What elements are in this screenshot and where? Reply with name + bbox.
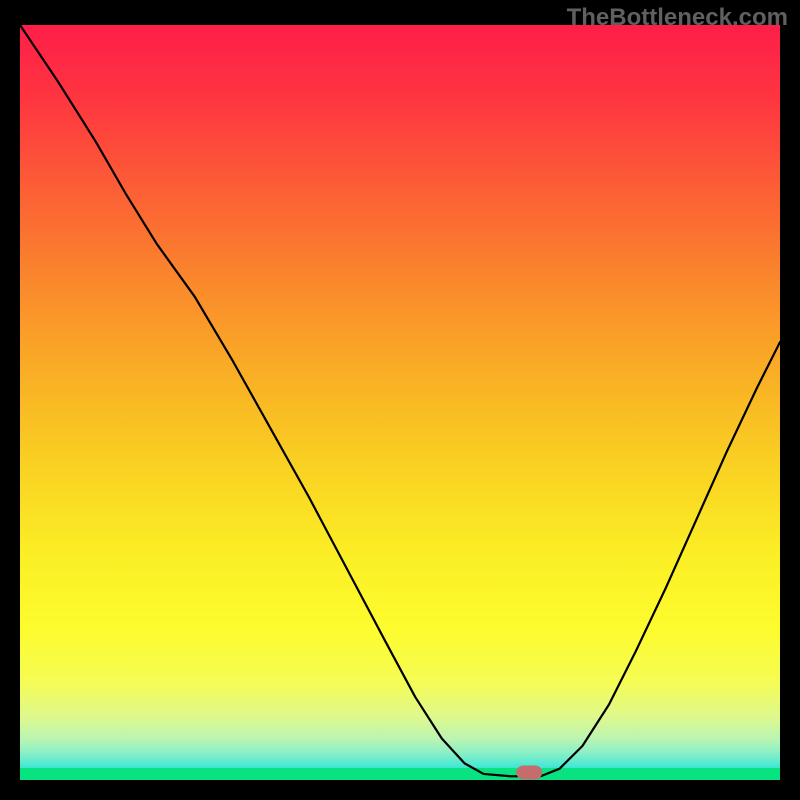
green-band xyxy=(20,768,780,780)
chart-plot-area xyxy=(20,25,780,780)
chart-svg xyxy=(20,25,780,780)
optimal-marker xyxy=(516,765,542,779)
watermark-text: TheBottleneck.com xyxy=(567,4,788,32)
